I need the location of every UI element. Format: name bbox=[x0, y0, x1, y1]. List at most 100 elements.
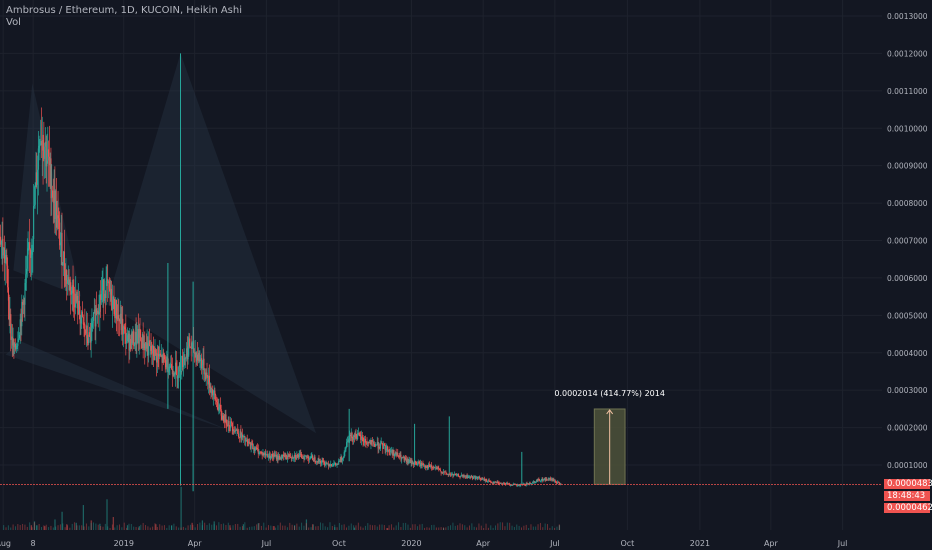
candle-body bbox=[457, 474, 460, 477]
candle-body bbox=[132, 330, 134, 344]
candle-body bbox=[130, 333, 132, 349]
candle-body bbox=[139, 328, 141, 338]
bar-countdown-badge: 18:48:43 bbox=[884, 491, 930, 502]
candle-body bbox=[68, 276, 70, 291]
candle-body bbox=[506, 483, 508, 484]
candle-body bbox=[455, 474, 457, 476]
candle-body bbox=[3, 247, 5, 256]
chart-legend[interactable]: Ambrosus / Ethereum, 1D, KUCOIN, Heikin … bbox=[6, 5, 242, 29]
candle-body bbox=[209, 386, 211, 388]
candle-body bbox=[405, 457, 407, 460]
candle-body bbox=[196, 354, 198, 362]
candle-body bbox=[74, 304, 76, 308]
candle-body bbox=[377, 442, 379, 449]
harmonic-pattern-drawing[interactable] bbox=[5, 53, 317, 434]
candle-body bbox=[347, 440, 349, 442]
volume-bar bbox=[480, 525, 482, 530]
candle-body bbox=[461, 474, 463, 476]
volume-bar bbox=[338, 523, 340, 530]
candle-body bbox=[314, 457, 316, 462]
candle-body bbox=[41, 139, 43, 146]
volume-bar bbox=[246, 527, 248, 530]
candle-body bbox=[466, 475, 468, 478]
candle-body bbox=[399, 454, 401, 457]
volume-bar bbox=[258, 523, 260, 530]
volume-bar bbox=[237, 523, 239, 530]
volume-bar bbox=[130, 524, 132, 530]
volume-bar bbox=[494, 525, 496, 530]
candle-body bbox=[105, 280, 107, 299]
candle-body bbox=[442, 472, 444, 474]
candle-body bbox=[153, 356, 155, 361]
candle-body bbox=[431, 467, 434, 469]
candle-body bbox=[1, 238, 3, 242]
candle-body bbox=[71, 285, 73, 291]
candle-body bbox=[217, 407, 219, 411]
candle-body bbox=[451, 473, 453, 475]
candle-body bbox=[37, 148, 39, 170]
candle-body bbox=[255, 447, 257, 450]
volume-bar bbox=[558, 524, 560, 530]
candle-body bbox=[322, 460, 324, 462]
candle-body bbox=[264, 452, 266, 456]
candle-body bbox=[298, 454, 300, 458]
candle-body bbox=[364, 438, 367, 443]
candle-body bbox=[320, 462, 322, 464]
volume-bar bbox=[298, 526, 300, 530]
volume-bar bbox=[312, 524, 314, 530]
candle-body bbox=[427, 465, 429, 469]
candle-body bbox=[472, 477, 475, 479]
price-range-measurement[interactable]: 0.0002014 (414.77%) 2014 bbox=[554, 389, 665, 485]
candle-body bbox=[301, 454, 303, 459]
candle-body bbox=[489, 480, 491, 482]
candle-body bbox=[316, 461, 318, 463]
candle-body bbox=[495, 482, 497, 484]
candle-body bbox=[528, 483, 530, 485]
candle-body bbox=[297, 455, 300, 458]
volume-bar bbox=[182, 526, 184, 530]
candle-body bbox=[149, 345, 151, 347]
candle-body bbox=[10, 314, 12, 340]
candle-body bbox=[131, 333, 133, 344]
volume-bar bbox=[509, 522, 511, 530]
candle-body bbox=[57, 215, 59, 219]
candle-body bbox=[373, 441, 375, 445]
volume-indicator-label[interactable]: Vol bbox=[6, 17, 21, 28]
candle-body bbox=[122, 326, 125, 335]
volume-bar bbox=[478, 523, 480, 530]
candle-body bbox=[208, 375, 210, 385]
measurement-arrowhead bbox=[606, 409, 614, 415]
candle-body bbox=[180, 371, 182, 373]
candle-body bbox=[496, 481, 498, 483]
volume-bar bbox=[17, 524, 19, 530]
candle-body bbox=[63, 251, 65, 266]
candle-body bbox=[350, 432, 352, 437]
candle-body bbox=[146, 343, 148, 349]
candle-body bbox=[424, 465, 426, 467]
candle-body bbox=[246, 439, 248, 442]
candle-body bbox=[449, 474, 451, 475]
candle-body bbox=[230, 421, 233, 423]
volume-bar bbox=[83, 526, 85, 530]
candle-body bbox=[186, 348, 188, 358]
candle-body bbox=[97, 310, 99, 314]
candle-body bbox=[208, 375, 210, 388]
y-axis[interactable]: 0.0013000 0.0012000 0.0011000 0.0010000 0.00… bbox=[887, 12, 928, 470]
candle-body bbox=[171, 364, 173, 369]
candle-body bbox=[137, 329, 140, 344]
candle-body bbox=[162, 353, 164, 363]
x-axis[interactable]: Aug 8 2019 Apr Jul Oct 2020 Apr Jul Oct 2021 Apr Jul bbox=[0, 539, 847, 548]
candle-body bbox=[483, 478, 486, 481]
candle-body bbox=[453, 475, 455, 476]
candle-body bbox=[400, 454, 402, 460]
candle-body bbox=[370, 440, 372, 445]
candle-body bbox=[111, 288, 113, 311]
symbol-title[interactable]: Ambrosus / Ethereum, 1D, KUCOIN, Heikin … bbox=[6, 5, 243, 16]
candle-body bbox=[443, 471, 445, 473]
candle-body bbox=[93, 309, 95, 313]
candle-body bbox=[222, 415, 224, 420]
candle-body bbox=[183, 358, 185, 365]
candle-body bbox=[310, 456, 312, 458]
volume-bar bbox=[90, 520, 92, 530]
